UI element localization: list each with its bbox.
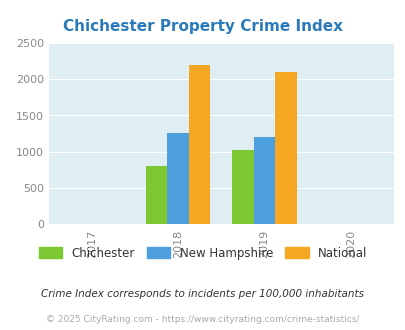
Bar [253, 137, 275, 224]
Text: © 2025 CityRating.com - https://www.cityrating.com/crime-statistics/: © 2025 CityRating.com - https://www.city… [46, 315, 359, 324]
Text: Crime Index corresponds to incidents per 100,000 inhabitants: Crime Index corresponds to incidents per… [41, 289, 364, 299]
Text: Chichester Property Crime Index: Chichester Property Crime Index [63, 19, 342, 34]
Bar [145, 166, 167, 224]
Bar [232, 150, 253, 224]
Legend: Chichester, New Hampshire, National: Chichester, New Hampshire, National [38, 247, 367, 260]
Bar [188, 65, 210, 224]
Bar [275, 72, 296, 224]
Bar [167, 133, 188, 224]
